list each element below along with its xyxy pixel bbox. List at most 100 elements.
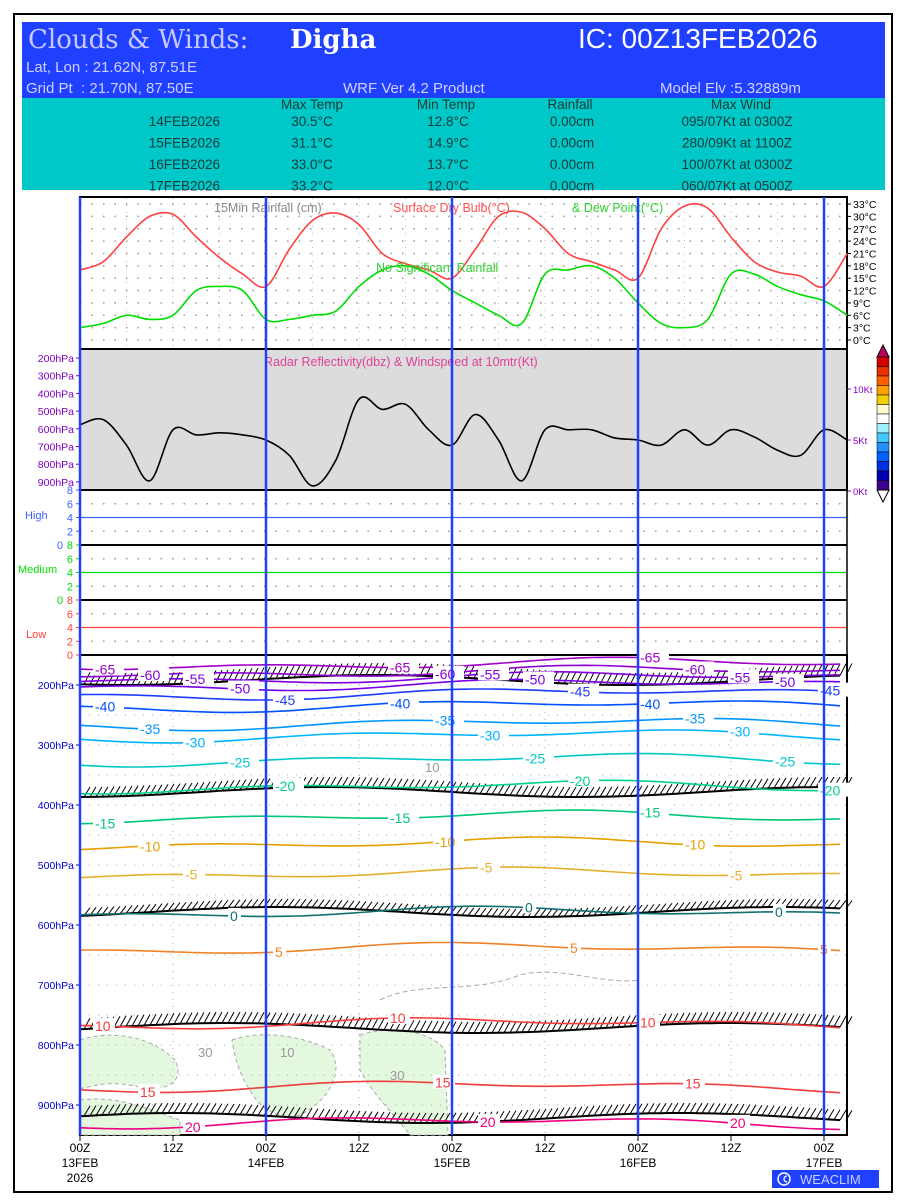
wind-barb — [533, 1108, 541, 1120]
wind-barb — [239, 1104, 247, 1115]
wind-barb — [341, 1110, 349, 1121]
wind-barb — [365, 662, 373, 676]
x-tick-date: 13FEB — [62, 1156, 99, 1170]
wind-barb — [695, 901, 703, 910]
humidity-contour — [379, 971, 641, 1001]
x-tick-hour: 00Z — [814, 1141, 835, 1155]
temperature-contour — [79, 752, 841, 768]
wind-barb — [413, 1112, 421, 1124]
contour-label: -45 — [570, 684, 590, 700]
wind-barb — [479, 907, 487, 917]
windspeed-tick-label: 5Kt — [853, 436, 868, 447]
wind-barb — [509, 1110, 517, 1121]
cloud-tick-label: 8 — [67, 485, 73, 497]
temperature-contour — [79, 688, 841, 701]
cloud-tick-label: 4 — [67, 623, 73, 635]
radar-legend: Radar Reflectivity(dbz) & Windspeed at 1… — [264, 355, 538, 369]
pressure-label: 400hPa — [38, 800, 74, 812]
initial-condition: IC: 00Z13FEB2026 — [578, 23, 818, 54]
wind-barb — [557, 786, 565, 798]
wind-barb — [605, 1016, 613, 1029]
wind-barb — [785, 777, 793, 788]
wind-barb — [767, 1012, 775, 1024]
wind-barb — [677, 783, 685, 794]
x-tick-date: 14FEB — [248, 1156, 285, 1170]
wind-barb — [245, 668, 253, 681]
contour-label: -65 — [640, 650, 660, 666]
wind-barb — [239, 899, 247, 908]
temp-tick-label: 6°C — [853, 310, 871, 322]
wind-barb — [311, 899, 319, 908]
wind-barb — [569, 786, 577, 798]
wind-barb — [593, 786, 601, 798]
wind-barb — [641, 1103, 649, 1114]
wind-barb — [641, 785, 649, 796]
windspeed-tick-label: 10Kt — [853, 385, 873, 396]
cloud-tick-label: 8 — [67, 540, 73, 552]
wind-barb — [191, 1102, 199, 1114]
wind-barb — [125, 905, 133, 914]
contour-label: -60 — [140, 667, 160, 683]
cloud-tick-label: 8 — [67, 595, 73, 607]
wind-barb — [389, 1112, 397, 1123]
wind-barb — [215, 1103, 223, 1114]
contour-label-bg — [818, 782, 849, 797]
wind-barb — [509, 1021, 517, 1033]
cloud-tick-label: 6 — [67, 499, 73, 511]
colorbar-bottom-arrow — [876, 489, 890, 504]
header-banner — [22, 22, 885, 98]
copyright-icon — [777, 1172, 791, 1186]
contour-label: -55 — [480, 666, 500, 682]
wind-barb — [281, 665, 289, 679]
wind-barb — [467, 1112, 475, 1123]
wind-barb — [233, 1103, 241, 1115]
wind-barb — [755, 1012, 763, 1024]
contour-label: -50 — [230, 681, 250, 697]
wind-barb — [599, 1105, 607, 1116]
wind-barb — [353, 662, 361, 676]
wind-barb — [197, 1102, 205, 1114]
wind-barb — [365, 777, 373, 788]
colorbar-swatch — [876, 461, 890, 472]
wind-barb — [203, 781, 211, 793]
temperature-contour — [79, 700, 841, 714]
wind-barb — [611, 1016, 619, 1028]
wind-barb — [803, 1013, 811, 1026]
wind-barb — [653, 672, 661, 685]
contour-label: 10 — [95, 1018, 111, 1034]
wind-barb — [539, 908, 547, 918]
wind-barb — [227, 1103, 235, 1115]
contour-label: 15 — [685, 1076, 701, 1092]
temp-tick-label: 21°C — [853, 248, 877, 260]
contour-label-bg — [773, 903, 786, 918]
contour-label-bg — [183, 734, 214, 749]
summary-rainfall: 0.00cm — [550, 136, 594, 151]
wind-barb — [647, 1103, 655, 1114]
wind-barb — [815, 899, 823, 908]
wind-barb — [167, 1013, 175, 1025]
wind-barb — [281, 1106, 289, 1117]
wind-barb — [617, 1015, 625, 1028]
contour-label: -60 — [685, 662, 705, 678]
wind-barb — [797, 1107, 805, 1118]
wind-barb — [161, 1013, 169, 1025]
wind-barb — [761, 1105, 769, 1116]
wind-barb — [707, 1103, 715, 1114]
cloud-tick-label: 0 — [57, 595, 63, 607]
wind-barb — [167, 1102, 175, 1114]
wind-barb — [317, 1014, 325, 1027]
cloud-tick-label: 2 — [67, 636, 73, 648]
contour-label: -40 — [390, 695, 410, 711]
contour-label-bg — [433, 665, 464, 680]
wind-barb — [275, 898, 283, 908]
wind-barb — [659, 784, 667, 795]
wind-barb — [563, 1019, 571, 1031]
wind-barb — [593, 1105, 601, 1116]
wind-barb — [425, 1112, 433, 1124]
wind-barb — [611, 786, 619, 797]
wind-barb — [629, 1015, 637, 1027]
wind-barb — [221, 1103, 229, 1115]
colorbar-swatch — [876, 385, 890, 396]
wind-barb — [623, 1015, 631, 1028]
wind-barb — [791, 777, 799, 788]
